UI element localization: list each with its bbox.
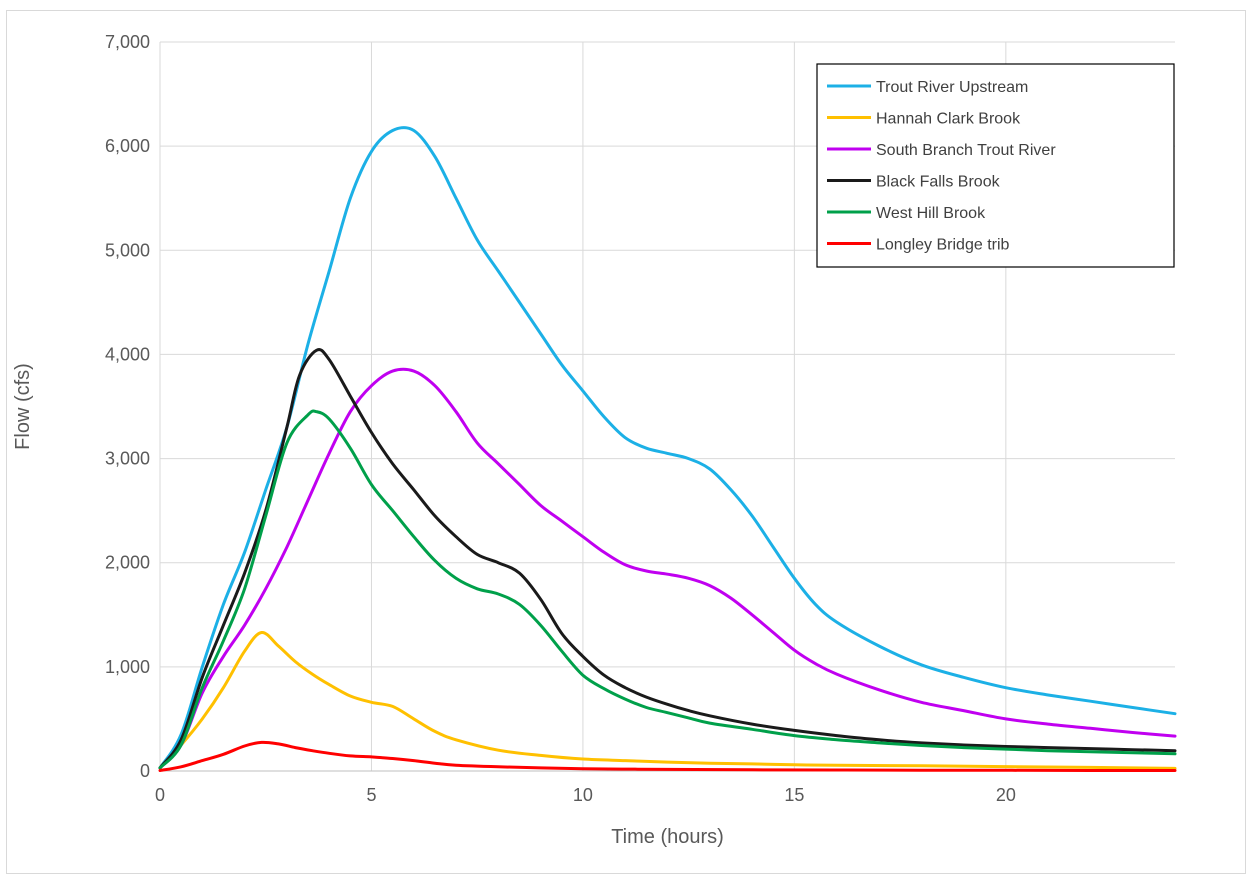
y-tick-label: 6,000: [105, 136, 150, 156]
legend-label-longley-bridge-trib: Longley Bridge trib: [876, 237, 1010, 254]
flow-hydrograph-chart: 0 1,000 2,000 3,000 4,000 5,000 6,000 7,000 0 5 10…: [12, 32, 1177, 848]
series-line-longley-bridge-trib: [158, 740, 1177, 773]
legend-label-south-branch-trout-river: South Branch Trout River: [876, 142, 1056, 159]
y-tick-label: 5,000: [105, 240, 150, 260]
legend-label-west-hill-brook: West Hill Brook: [876, 205, 986, 222]
y-tick-label: 0: [140, 761, 150, 781]
legend: Trout River Upstream Hannah Clark Brook So…: [816, 63, 1175, 268]
x-tick-label: 5: [366, 785, 376, 805]
y-tick-label: 7,000: [105, 32, 150, 52]
x-tick-label: 15: [784, 785, 804, 805]
y-tick-label: 3,000: [105, 449, 150, 469]
series-line-south-branch-trout-river: [158, 367, 1177, 770]
series-layer: [158, 126, 1177, 773]
series-line-hannah-clark-brook: [158, 631, 1177, 770]
legend-label-black-falls-brook: Black Falls Brook: [876, 174, 1001, 191]
legend-label-hannah-clark-brook: Hannah Clark Brook: [876, 111, 1021, 128]
x-axis-title: Time (hours): [611, 826, 724, 848]
y-tick-label: 1,000: [105, 657, 150, 677]
series-line-black-falls-brook: [158, 348, 1177, 770]
y-tick-label: 2,000: [105, 553, 150, 573]
legend-label-trout-river-upstream: Trout River Upstream: [876, 79, 1028, 96]
legend-box: [816, 63, 1175, 268]
x-tick-label: 20: [996, 785, 1016, 805]
axis-layer: 0 1,000 2,000 3,000 4,000 5,000 6,000 7,000 0 5 10…: [105, 32, 1175, 805]
chart-frame: 0 1,000 2,000 3,000 4,000 5,000 6,000 7,000 0 5 10…: [6, 10, 1246, 874]
x-tick-label: 10: [573, 785, 593, 805]
y-tick-label: 4,000: [105, 344, 150, 364]
y-axis-title: Flow (cfs): [12, 363, 34, 450]
x-tick-label: 0: [155, 785, 165, 805]
series-line-west-hill-brook: [158, 409, 1177, 770]
